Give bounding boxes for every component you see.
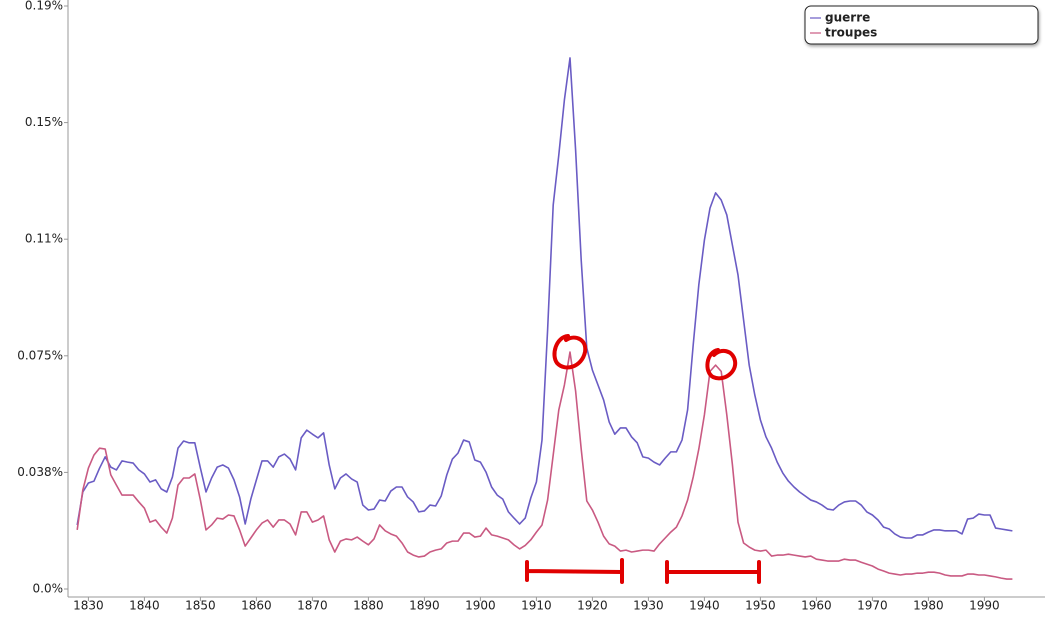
x-tick-label: 1930 bbox=[633, 599, 664, 613]
legend-label: troupes bbox=[825, 26, 877, 40]
y-tick-label: 0.0% bbox=[33, 582, 64, 596]
y-tick-label: 0.11% bbox=[25, 232, 63, 246]
annotation-circle bbox=[705, 348, 738, 381]
x-tick-label: 1890 bbox=[409, 599, 440, 613]
x-tick-label: 1900 bbox=[465, 599, 496, 613]
x-tick-label: 1920 bbox=[577, 599, 608, 613]
x-tick-label: 1850 bbox=[185, 599, 216, 613]
x-tick-label: 1910 bbox=[521, 599, 552, 613]
x-tick-label: 1960 bbox=[801, 599, 832, 613]
annotation-bracket bbox=[665, 560, 761, 584]
line-series bbox=[76, 351, 1013, 580]
x-tick-label: 1970 bbox=[857, 599, 888, 613]
y-tick-label: 0.19% bbox=[25, 0, 63, 13]
x-tick-label: 1860 bbox=[241, 599, 272, 613]
y-tick-label: 0.038% bbox=[17, 465, 63, 479]
annotations bbox=[525, 334, 761, 584]
annotation-circle bbox=[552, 334, 588, 370]
x-tick-label: 1880 bbox=[353, 599, 384, 613]
y-tick-label: 0.15% bbox=[25, 115, 63, 129]
x-tick-label: 1830 bbox=[73, 599, 104, 613]
legend-box bbox=[804, 5, 1039, 45]
line-series bbox=[76, 57, 1013, 539]
legend-label: guerre bbox=[825, 11, 870, 25]
x-tick-label: 1980 bbox=[913, 599, 944, 613]
x-tick-label: 1870 bbox=[297, 599, 328, 613]
x-tick-label: 1940 bbox=[689, 599, 720, 613]
plot-area bbox=[76, 57, 1013, 580]
x-tick-label: 1840 bbox=[129, 599, 160, 613]
annotation-bracket bbox=[525, 558, 624, 584]
x-tick-label: 1990 bbox=[969, 599, 1000, 613]
y-tick-label: 0.075% bbox=[17, 348, 63, 362]
x-tick-label: 1950 bbox=[745, 599, 776, 613]
